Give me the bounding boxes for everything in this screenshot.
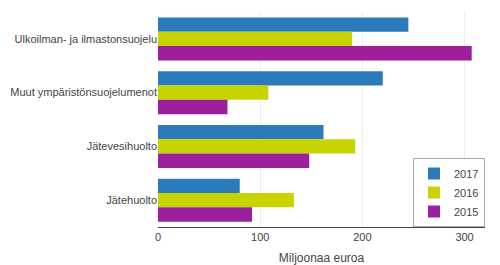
svg-text:2015: 2015 (454, 206, 478, 218)
svg-text:Miljoonaa euroa: Miljoonaa euroa (279, 251, 365, 265)
svg-text:Ulkoilman- ja ilmastonsuojelu: Ulkoilman- ja ilmastonsuojelu (15, 33, 157, 45)
svg-text:200: 200 (353, 231, 371, 243)
svg-text:100: 100 (251, 231, 269, 243)
svg-text:Jätehuolto: Jätehuolto (106, 194, 157, 206)
svg-text:Muut ympäristönsuojelumenot: Muut ympäristönsuojelumenot (10, 86, 157, 98)
svg-text:2017: 2017 (454, 168, 478, 180)
svg-text:2016: 2016 (454, 187, 478, 199)
svg-text:0: 0 (155, 231, 161, 243)
svg-text:300: 300 (455, 231, 473, 243)
svg-text:Jätevesihuolto: Jätevesihuolto (87, 140, 157, 152)
